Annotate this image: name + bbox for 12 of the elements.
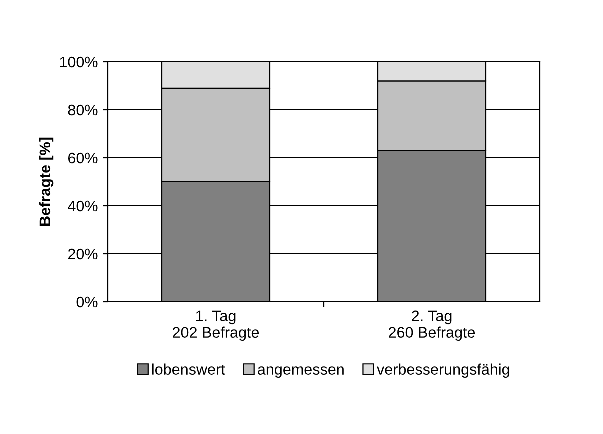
- y-axis-title: Befragte [%]: [39, 138, 54, 226]
- legend-label: lobenswert: [152, 364, 226, 375]
- x-tick-label: 1. Tag 202 Befragte: [173, 310, 260, 342]
- y-tick-label: 0%: [76, 296, 98, 308]
- y-tick-label: 40%: [68, 200, 98, 212]
- y-tick-label: 20%: [68, 248, 98, 260]
- y-tick-label: 80%: [68, 104, 98, 116]
- y-tick-label: 60%: [68, 152, 98, 164]
- legend-label: angemessen: [258, 366, 344, 378]
- x-tick-label: 2. Tag 260 Befragte: [389, 310, 476, 342]
- legend-label: verbesserungsfähig: [377, 364, 510, 378]
- y-tick-label: 100%: [60, 56, 98, 68]
